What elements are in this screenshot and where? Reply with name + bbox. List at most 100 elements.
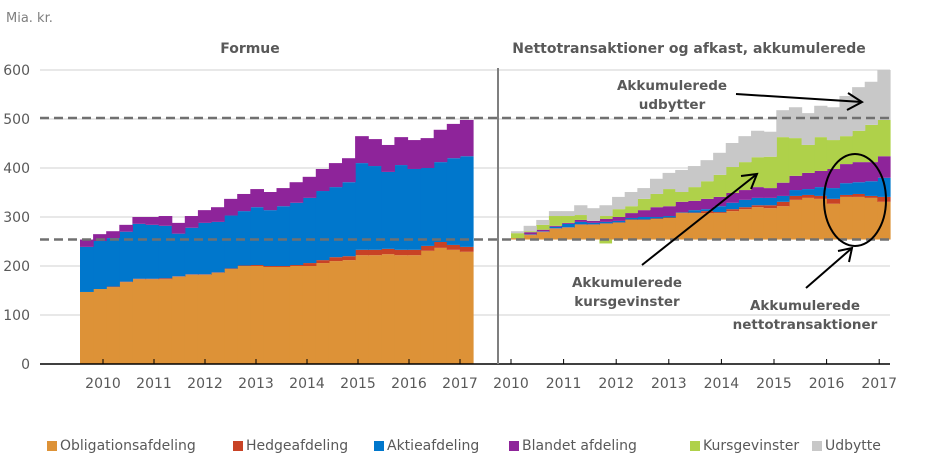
y-axis-labels: 0 100 200 300 400 500 600 — [3, 63, 30, 373]
bar-obligation — [801, 197, 815, 240]
bar-aktie — [407, 168, 422, 250]
bar-blandet — [368, 139, 382, 167]
bar-blandet — [407, 140, 422, 169]
bar-hedge — [407, 249, 422, 256]
bar-blandet — [675, 201, 689, 213]
bar-aktie — [342, 182, 356, 257]
annotation-nettotransaktioner-line2: nettotransaktioner — [733, 317, 878, 333]
x-tick-label: 2016 — [809, 376, 845, 392]
bar-blandet — [197, 210, 212, 223]
y-unit-label: Mia. kr. — [6, 11, 53, 26]
bar-blandet — [826, 168, 841, 189]
y-tick-label: 600 — [3, 63, 30, 79]
bar-blandet — [662, 206, 676, 217]
bar-udbytte — [612, 196, 626, 210]
bar-aktie — [561, 223, 575, 228]
bar-obligation — [599, 223, 613, 240]
bar-udbytte — [751, 130, 765, 158]
bar-obligation — [536, 232, 550, 240]
bar-obligation — [814, 198, 828, 240]
bar-aktie — [574, 221, 588, 225]
bar-obligation — [119, 282, 133, 364]
bar-aktie — [302, 197, 317, 264]
bar-obligation — [864, 197, 878, 240]
bar-blandet — [211, 207, 225, 222]
bar-blandet — [612, 217, 626, 221]
bar-blandet — [751, 187, 765, 198]
bar-udbytte — [599, 205, 613, 217]
bar-kurs — [713, 174, 727, 197]
bar-hedge — [446, 244, 461, 250]
annotation-kursgevinster-line1: Akkumulerede — [572, 275, 682, 291]
x-tick-label: 2014 — [289, 376, 325, 392]
bar-hedge — [289, 265, 304, 266]
bar-hedge — [250, 265, 264, 266]
bar-blandet — [649, 207, 664, 217]
bar-hedge — [276, 266, 291, 267]
bar-aktie — [224, 215, 238, 269]
bar-obligation — [211, 272, 225, 364]
bar-aktie — [839, 183, 853, 195]
bar-obligation — [776, 206, 790, 240]
bar-aktie — [355, 163, 369, 250]
y-tick-label: 0 — [21, 357, 30, 373]
legend-label: Hedgeafdeling — [246, 438, 349, 454]
legend-label: Aktieafdeling — [387, 438, 480, 454]
bar-kurs — [624, 206, 638, 214]
bar-hedge — [381, 248, 395, 255]
bar-blandet — [687, 200, 702, 211]
legend-swatch — [374, 441, 384, 451]
bar-aktie — [145, 224, 160, 279]
annotation-nettotransaktioner-line1: Akkumulerede — [750, 298, 860, 314]
bar-udbytte — [788, 107, 803, 139]
bar-aktie — [713, 206, 727, 213]
bar-aktie — [612, 220, 626, 223]
bar-blandet — [523, 232, 537, 235]
bar-obligation — [523, 235, 537, 240]
bar-aktie — [763, 197, 777, 206]
series-aktie — [523, 177, 891, 235]
y-tick-label: 500 — [3, 112, 30, 128]
bar-obligation — [302, 266, 317, 364]
legend-item-udbytte: Udbytte — [812, 438, 881, 454]
bar-kurs — [700, 181, 714, 199]
bar-hedge — [826, 198, 841, 204]
bar-blandet — [852, 162, 866, 183]
bar-kurs — [826, 140, 841, 169]
bar-obligation — [624, 219, 638, 240]
bar-hedge — [328, 257, 343, 262]
bar-udbytte — [725, 143, 739, 168]
bar-obligation — [574, 224, 588, 240]
bar-aktie — [106, 238, 120, 287]
bar-hedge — [315, 260, 330, 264]
bar-aktie — [687, 210, 702, 213]
bar-hedge — [302, 263, 317, 266]
bar-blandet — [263, 192, 278, 211]
bar-kurs — [637, 198, 651, 211]
bar-hedge — [355, 249, 369, 256]
bar-hedge — [852, 193, 866, 197]
series-kurs — [511, 119, 891, 239]
highlight-ellipse — [823, 153, 887, 247]
arrow-kursgevinster — [641, 172, 759, 266]
bar-obligation — [145, 279, 160, 364]
bar-kurs — [864, 124, 878, 163]
bar-blandet — [839, 164, 853, 184]
bar-obligation — [763, 208, 777, 240]
bar-aktie — [624, 217, 638, 220]
bar-hedge — [158, 278, 173, 280]
bar-aktie — [80, 246, 94, 292]
series-hedge — [106, 241, 474, 288]
bar-obligation — [433, 247, 448, 364]
bar-obligation — [662, 217, 676, 240]
bar-obligation — [394, 255, 409, 364]
bar-udbytte — [826, 107, 841, 141]
series-blandet — [80, 119, 474, 247]
x-tick-label: 2012 — [187, 376, 223, 392]
bar-kurs — [687, 187, 702, 201]
x-tick-label: 2017 — [442, 376, 478, 392]
bar-kurs — [662, 189, 676, 207]
bar-obligation — [328, 261, 343, 364]
bar-blandet — [801, 172, 815, 190]
bar-udbytte — [586, 208, 601, 221]
